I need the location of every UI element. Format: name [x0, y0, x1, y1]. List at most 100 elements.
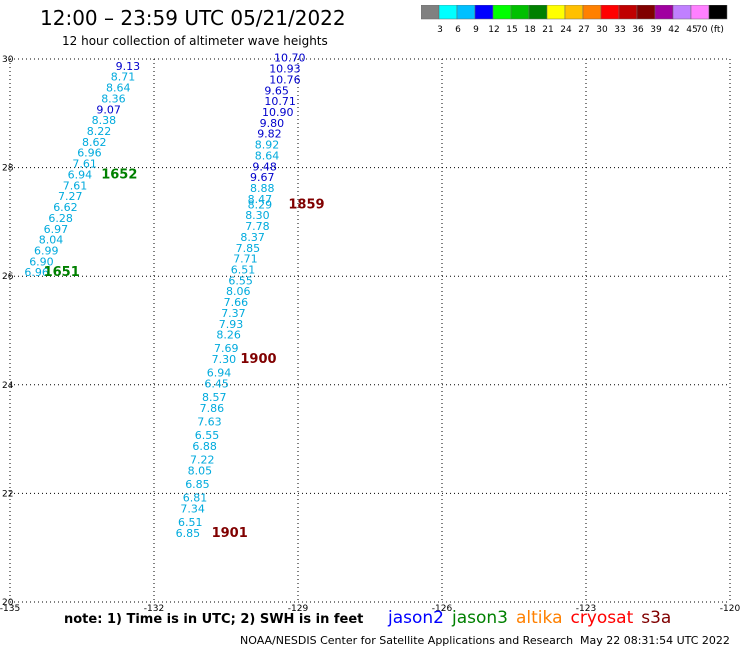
wave-height-value: 6.96 — [77, 147, 102, 160]
colorbar-label: 24 — [560, 25, 572, 35]
wave-height-value: 7.27 — [58, 190, 83, 203]
colorbar-label: 33 — [614, 25, 625, 35]
colorbar-label: 18 — [524, 25, 536, 35]
wave-height-value: 6.45 — [204, 378, 229, 391]
wave-height-value: 10.76 — [269, 73, 301, 86]
wave-height-value: 7.66 — [224, 296, 249, 309]
wave-height-value: 8.22 — [87, 125, 112, 138]
wave-height-value: 6.99 — [34, 244, 59, 257]
lat-tick-label: 28 — [2, 164, 14, 174]
legend-jason3: jason3 — [452, 608, 508, 628]
wave-height-value: 6.51 — [231, 263, 256, 276]
wave-height-value: 10.71 — [264, 95, 296, 108]
wave-height-value: 6.81 — [183, 492, 208, 505]
colorbar-label: 27 — [578, 25, 589, 35]
wave-height-value: 6.62 — [53, 201, 77, 214]
pass-time-label: 1900 — [240, 352, 276, 367]
legend-altika: altika — [516, 608, 563, 628]
colorbar-label: 42 — [668, 25, 679, 35]
colorbar-label: 36 — [632, 25, 644, 35]
wave-height-value: 8.92 — [255, 139, 279, 152]
wave-height-value: 8.47 — [248, 193, 273, 206]
wave-height-value: 8.06 — [226, 285, 251, 298]
wave-height-value: 7.61 — [72, 158, 97, 171]
legend-s3a: s3a — [641, 608, 672, 628]
wave-height-value: 6.55 — [228, 274, 253, 287]
wave-height-value: 9.07 — [96, 103, 121, 116]
pass-time-label: 1651 — [44, 265, 80, 280]
wave-height-value: 9.13 — [116, 60, 141, 73]
wave-height-value: 9.67 — [250, 171, 275, 184]
wave-height-value: 10.93 — [269, 63, 301, 76]
colorbar-swatch — [708, 5, 728, 20]
lat-tick-label: 24 — [2, 381, 14, 391]
wave-height-value: 6.55 — [195, 429, 220, 442]
wave-height-value: 6.88 — [192, 440, 217, 453]
wave-height-value: 7.63 — [197, 416, 222, 429]
wave-height-value: 8.64 — [106, 82, 131, 95]
wave-height-value: 7.85 — [236, 242, 261, 255]
wave-height-value: 7.71 — [233, 253, 258, 266]
wave-height-value: 9.65 — [264, 84, 289, 97]
colorbar-label: 21 — [542, 25, 553, 35]
lon-tick-label: -132 — [144, 604, 164, 614]
wave-height-value: 7.69 — [214, 342, 239, 355]
wave-height-value: 7.34 — [180, 502, 205, 515]
wave-height-value: 6.94 — [207, 367, 232, 380]
wave-height-value: 6.90 — [29, 255, 54, 268]
colorbar-label: 9 — [473, 25, 479, 35]
wave-height-value: 7.93 — [219, 318, 244, 331]
wave-height-value: 9.80 — [260, 117, 285, 130]
colorbar-label: 3 — [437, 25, 443, 35]
lon-tick-label: -129 — [288, 604, 309, 614]
wave-height-value: 8.04 — [39, 234, 64, 247]
wave-height-value: 6.94 — [68, 168, 93, 181]
lat-tick-label: 30 — [2, 55, 14, 65]
colorbar-label: 6 — [455, 25, 461, 35]
wave-height-value: 7.37 — [221, 307, 246, 320]
colorbar-label: 39 — [650, 25, 662, 35]
wave-height-value: 8.37 — [240, 231, 265, 244]
wave-height-value: 8.26 — [216, 329, 241, 342]
wave-height-value: 6.28 — [48, 212, 73, 225]
wave-height-value: 10.70 — [274, 52, 306, 65]
wave-height-value: 8.30 — [245, 209, 270, 222]
footer-note: note: 1) Time is in UTC; 2) SWH is in fe… — [64, 612, 364, 627]
lat-tick-label: 20 — [2, 598, 14, 608]
pass-time-label: 1652 — [101, 167, 137, 182]
wave-height-value: 7.61 — [63, 179, 88, 192]
wave-height-value: 7.86 — [200, 402, 225, 415]
wave-height-value: 8.71 — [111, 71, 136, 84]
wave-height-value: 8.36 — [101, 92, 126, 105]
colorbar-label: 15 — [506, 25, 517, 35]
wave-height-value: 7.22 — [190, 454, 215, 467]
wave-height-value: 6.96 — [24, 266, 49, 279]
wave-height-value: 7.30 — [212, 353, 237, 366]
colorbar-label: 70 (ft) — [696, 25, 724, 35]
footer-timestamp: May 22 08:31:54 UTC 2022 — [580, 634, 730, 647]
satellite-legend: jason2 jason3 altika cryosat s3a — [388, 608, 679, 628]
wave-height-value: 8.64 — [255, 149, 279, 162]
legend-jason2: jason2 — [388, 608, 444, 628]
footer-credit: NOAA/NESDIS Center for Satellite Applica… — [240, 634, 574, 647]
wave-height-value: 8.62 — [82, 136, 107, 149]
wave-height-value: 9.82 — [257, 128, 282, 141]
wave-height-value: 6.97 — [44, 223, 69, 236]
wave-height-value: 8.57 — [202, 391, 227, 404]
wave-height-value: 9.48 — [252, 160, 277, 173]
lat-tick-label: 26 — [2, 272, 14, 282]
wave-height-value: 6.51 — [178, 516, 203, 529]
map-title: 12:00 – 23:59 UTC 05/21/2022 — [40, 6, 346, 30]
pass-time-label: 1901 — [212, 526, 248, 541]
colorbar-label: 30 — [596, 25, 608, 35]
colorbar-label: 12 — [488, 25, 499, 35]
lat-tick-label: 22 — [2, 489, 13, 499]
wave-height-value: 6.85 — [185, 478, 210, 491]
wave-height-value: 6.85 — [176, 527, 201, 540]
colorbar-label: 45 — [686, 25, 697, 35]
lon-tick-label: -123 — [576, 604, 596, 614]
wave-height-value: 8.05 — [188, 464, 213, 477]
wave-height-value: 8.38 — [92, 114, 117, 127]
